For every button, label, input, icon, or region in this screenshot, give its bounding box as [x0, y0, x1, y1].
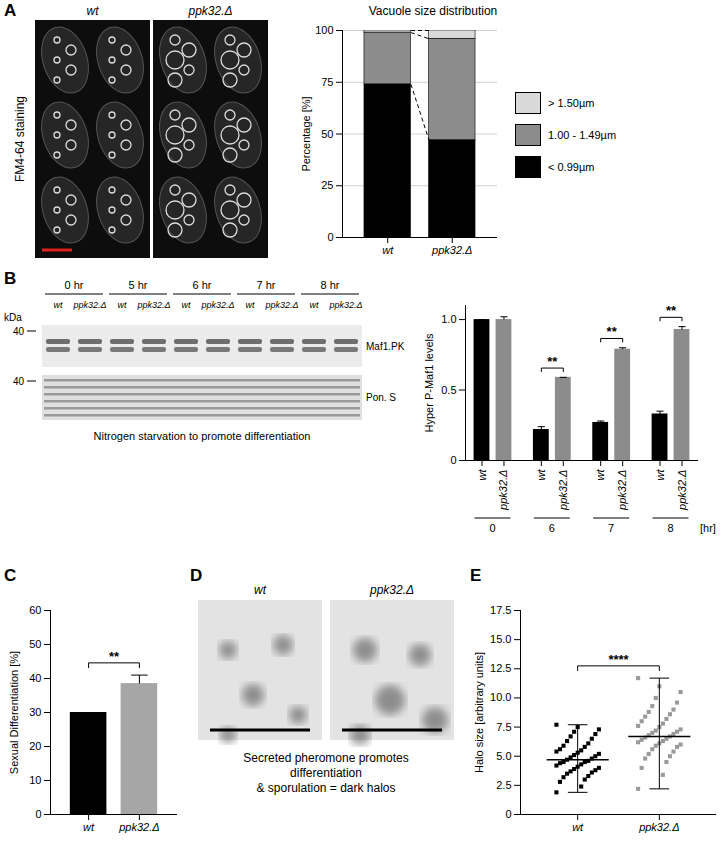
svg-text:differentiation: differentiation — [290, 766, 362, 780]
svg-text:wt: wt — [182, 300, 191, 310]
svg-text:& sporulation = dark halos: & sporulation = dark halos — [256, 781, 395, 795]
svg-text:wt: wt — [254, 583, 267, 597]
svg-text:75: 75 — [321, 76, 333, 88]
svg-text:wt: wt — [83, 821, 95, 833]
html-text:1.00 - 1.49µm: 1.00 - 1.49µm — [548, 129, 617, 141]
svg-text:ppk32.Δ: ppk32.Δ — [497, 470, 509, 511]
svg-text:ppk32.Δ: ppk32.Δ — [676, 470, 688, 511]
svg-text:7.5: 7.5 — [496, 721, 511, 733]
svg-text:ppk32.Δ: ppk32.Δ — [136, 300, 170, 310]
svg-text:**: ** — [666, 303, 677, 318]
svg-text:D: D — [190, 566, 202, 585]
svg-text:40: 40 — [29, 672, 41, 684]
svg-text:20: 20 — [29, 740, 41, 752]
svg-text:B: B — [4, 269, 16, 288]
svg-text:Secreted pheromone promotes: Secreted pheromone promotes — [243, 751, 408, 765]
svg-text:kDa: kDa — [4, 312, 22, 323]
svg-text:17.5: 17.5 — [490, 604, 511, 616]
svg-text:wt: wt — [594, 469, 606, 481]
html-text:< 0.99µm: < 0.99µm — [548, 161, 595, 173]
svg-text:0: 0 — [35, 808, 41, 820]
svg-text:50: 50 — [321, 128, 333, 140]
svg-text:25: 25 — [321, 179, 333, 191]
svg-text:ppk32.Δ: ppk32.Δ — [557, 470, 569, 511]
svg-text:40: 40 — [13, 326, 25, 337]
svg-text:wt: wt — [535, 469, 547, 481]
html-text:Vacuole size distribution: Vacuole size distribution — [368, 4, 498, 18]
svg-text:wt: wt — [476, 469, 488, 481]
svg-text:15.0: 15.0 — [490, 633, 511, 645]
svg-text:ppk32.Δ: ppk32.Δ — [369, 583, 414, 597]
svg-text:5 hr: 5 hr — [129, 279, 148, 291]
svg-text:40: 40 — [13, 376, 25, 387]
svg-text:Nitrogen starvation to promote: Nitrogen starvation to promote different… — [94, 430, 311, 442]
svg-text:0: 0 — [450, 454, 456, 466]
svg-text:5.0: 5.0 — [496, 750, 511, 762]
svg-text:[hr]: [hr] — [700, 522, 716, 534]
svg-text:0 hr: 0 hr — [65, 279, 84, 291]
svg-text:ppk32.Δ: ppk32.Δ — [264, 300, 298, 310]
svg-text:7 hr: 7 hr — [257, 279, 276, 291]
svg-text:wt: wt — [87, 4, 100, 18]
svg-text:ppk32.Δ: ppk32.Δ — [616, 470, 628, 511]
svg-text:Sexual Differentiation [%]: Sexual Differentiation [%] — [8, 651, 20, 774]
svg-text:ppk32.Δ: ppk32.Δ — [200, 300, 234, 310]
svg-text:6: 6 — [549, 522, 555, 534]
svg-text:1.0: 1.0 — [441, 313, 456, 325]
svg-text:7: 7 — [608, 522, 614, 534]
svg-text:ppk32.Δ: ppk32.Δ — [638, 821, 679, 833]
svg-text:ppk32.Δ: ppk32.Δ — [328, 300, 362, 310]
svg-text:6 hr: 6 hr — [193, 279, 212, 291]
svg-text:Pon. S: Pon. S — [366, 392, 396, 403]
svg-text:8 hr: 8 hr — [321, 279, 340, 291]
svg-text:8: 8 — [667, 522, 673, 534]
svg-text:Maf1.PK: Maf1.PK — [366, 341, 405, 352]
svg-text:10: 10 — [29, 774, 41, 786]
svg-text:0: 0 — [327, 231, 333, 243]
svg-text:12.5: 12.5 — [490, 662, 511, 674]
svg-text:**: ** — [607, 324, 618, 339]
svg-text:Hyper P-Maf1 levels: Hyper P-Maf1 levels — [423, 333, 435, 433]
svg-text:E: E — [470, 566, 481, 585]
svg-text:ppk32.Δ: ppk32.Δ — [187, 4, 232, 18]
svg-text:****: **** — [608, 652, 629, 667]
svg-text:0.5: 0.5 — [441, 384, 456, 396]
html-text:> 1.50µm: > 1.50µm — [548, 97, 595, 109]
svg-text:10.0: 10.0 — [490, 691, 511, 703]
svg-text:ppk32.Δ: ppk32.Δ — [118, 821, 159, 833]
svg-text:FM4-64 staining: FM4-64 staining — [13, 96, 27, 182]
svg-text:100: 100 — [315, 24, 333, 36]
svg-text:2.5: 2.5 — [496, 779, 511, 791]
svg-text:Halo size [arbitrary units]: Halo size [arbitrary units] — [473, 652, 485, 773]
svg-text:**: ** — [109, 649, 120, 664]
svg-text:wt: wt — [118, 300, 127, 310]
svg-text:**: ** — [547, 354, 558, 369]
svg-text:0: 0 — [505, 808, 511, 820]
svg-text:Percentage [%]: Percentage [%] — [300, 96, 312, 171]
svg-text:0: 0 — [489, 522, 495, 534]
svg-text:wt: wt — [54, 300, 63, 310]
svg-text:50: 50 — [29, 638, 41, 650]
svg-text:ppk32.Δ: ppk32.Δ — [431, 244, 472, 256]
svg-text:C: C — [4, 566, 16, 585]
svg-text:60: 60 — [29, 604, 41, 616]
svg-text:wt: wt — [382, 244, 394, 256]
svg-text:A: A — [4, 1, 16, 20]
svg-text:30: 30 — [29, 706, 41, 718]
svg-text:wt: wt — [572, 821, 584, 833]
svg-text:ppk32.Δ: ppk32.Δ — [72, 300, 106, 310]
svg-text:wt: wt — [246, 300, 255, 310]
svg-text:wt: wt — [654, 469, 666, 481]
svg-text:wt: wt — [310, 300, 319, 310]
